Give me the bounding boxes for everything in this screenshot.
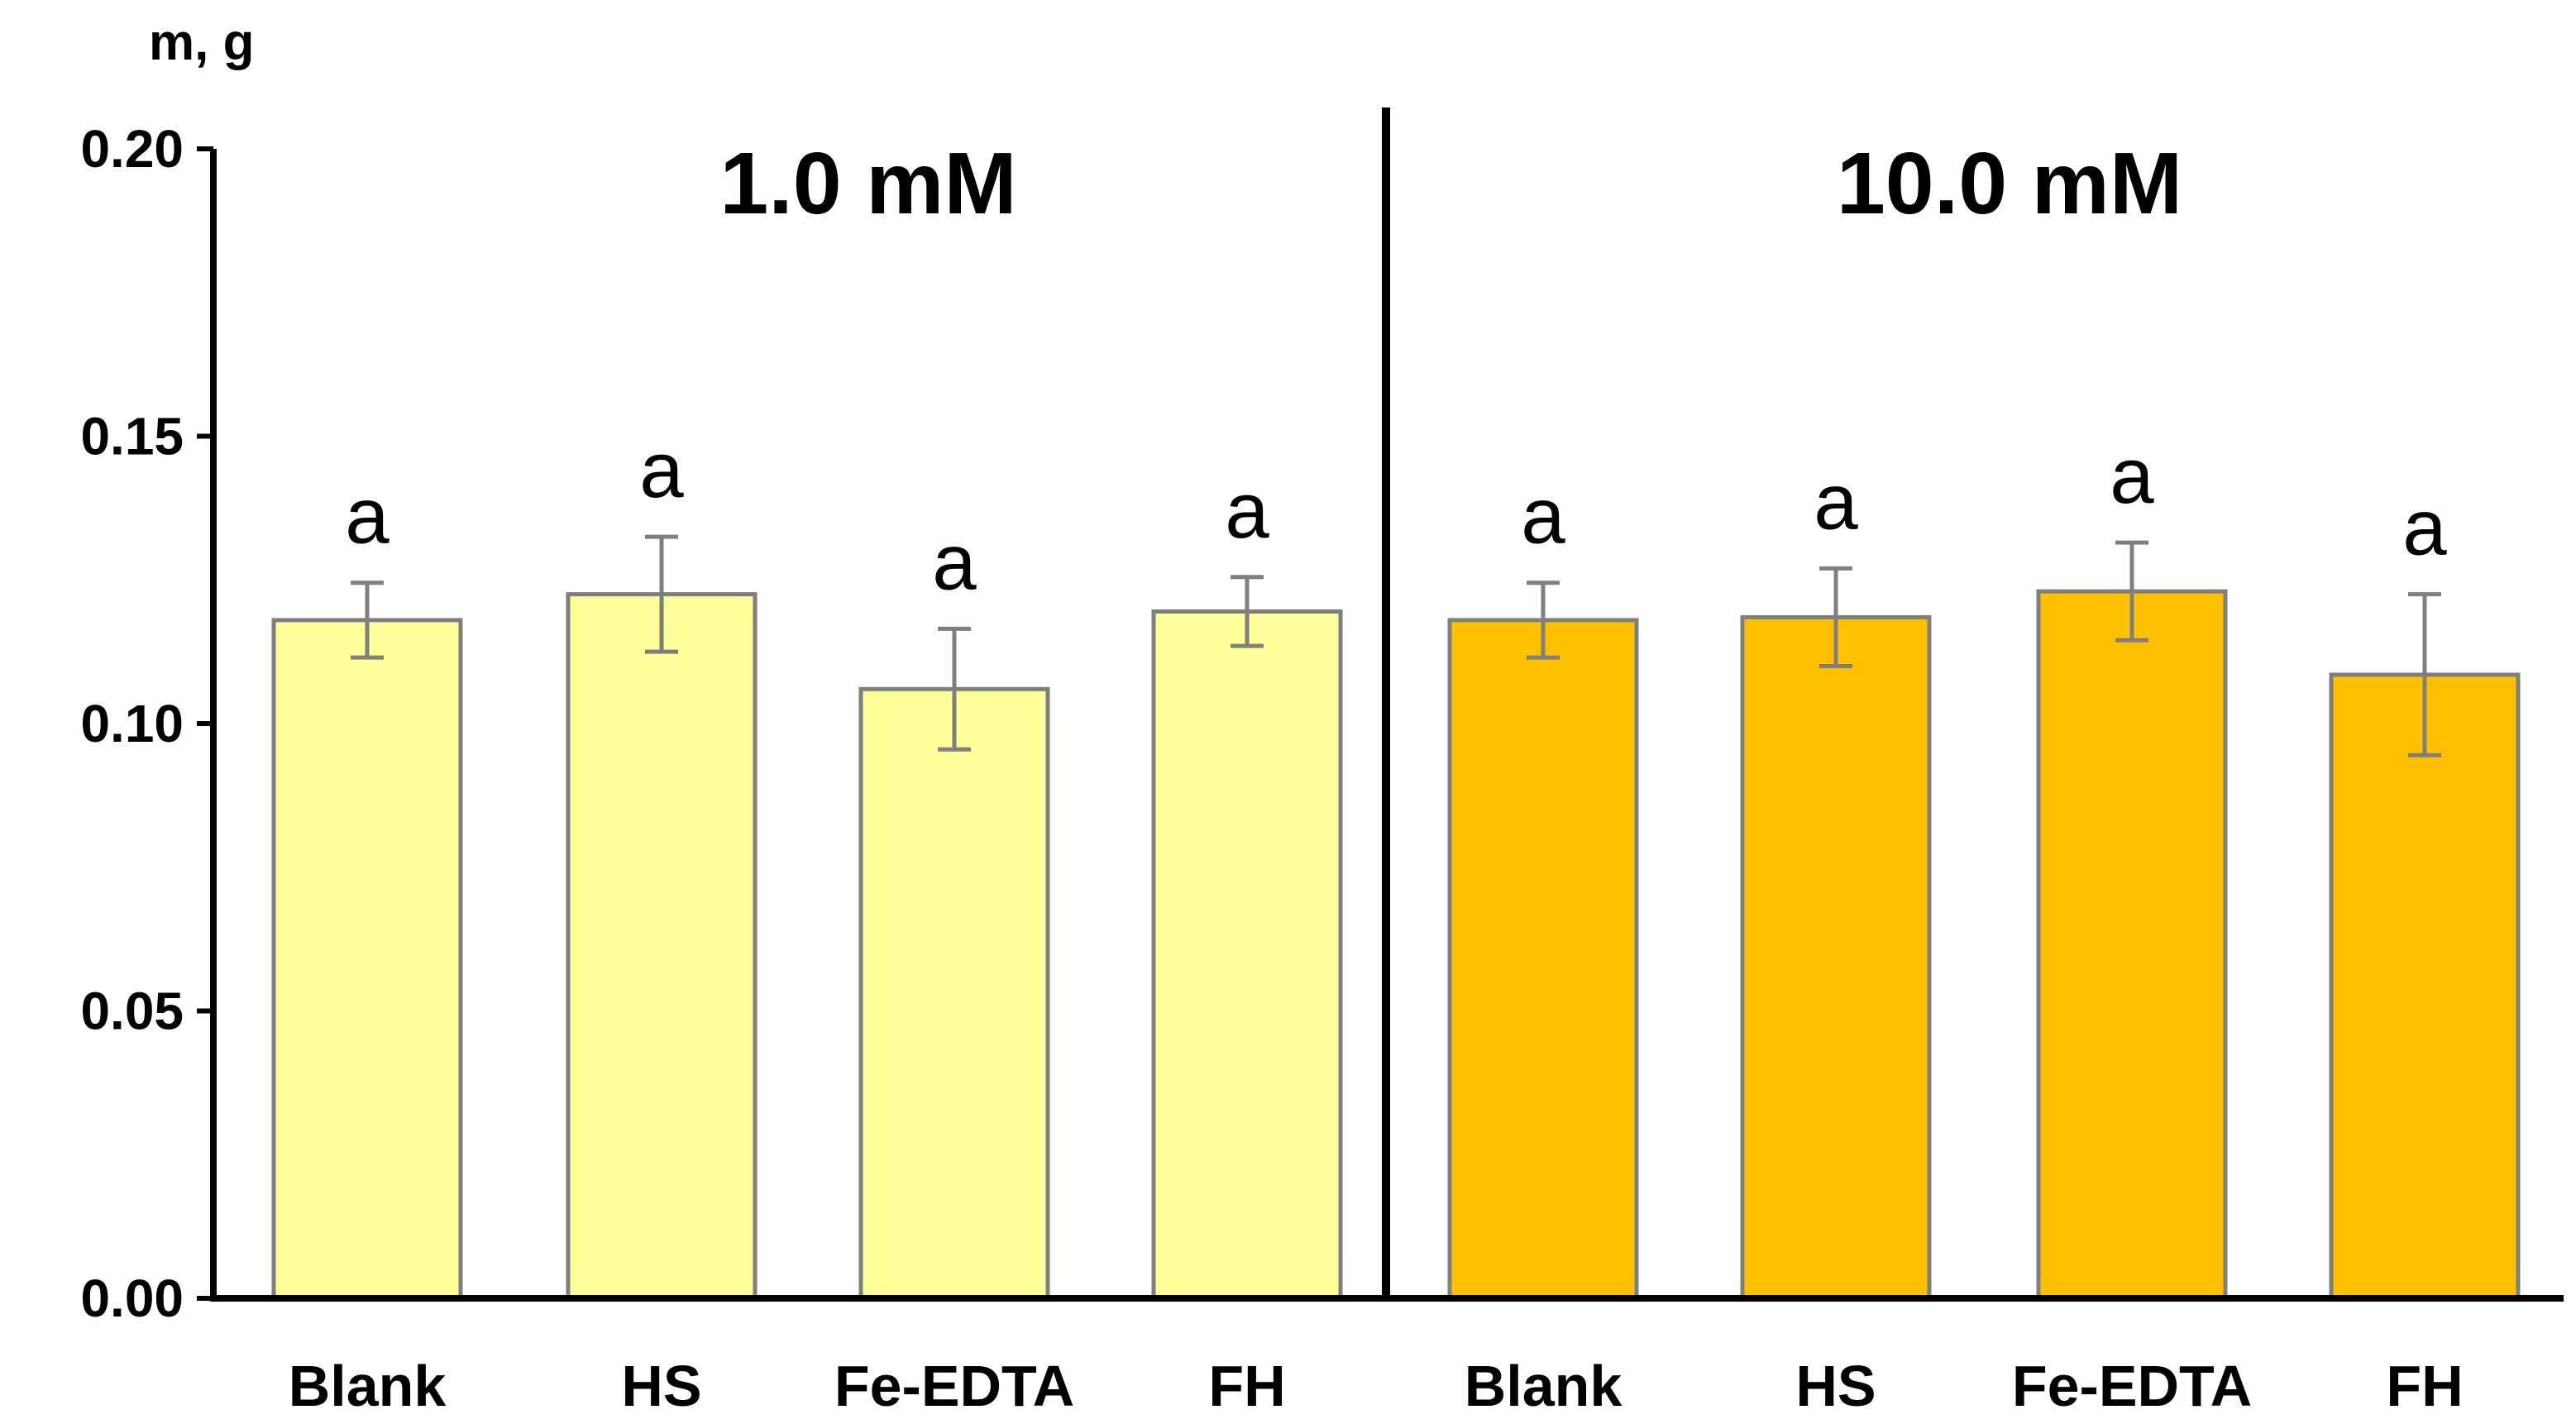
y-tick-label: 0.15 <box>80 407 184 466</box>
y-tick-label: 0.05 <box>80 982 184 1041</box>
labels-layer: 1.0 mM a Blank a HS a Fe-EDTA a FH 10.0 mM a Blank a… <box>289 135 2464 1418</box>
bar-1-hs <box>566 592 758 1301</box>
x-category-label: Blank <box>289 1354 447 1418</box>
x-category-label: FH <box>2386 1354 2463 1418</box>
group-label: 1.0 mM <box>719 135 1016 232</box>
significance-label: a <box>932 518 977 606</box>
x-category-label: Fe-EDTA <box>2012 1354 2252 1418</box>
x-axis <box>210 108 2564 1302</box>
bar-2-fh <box>2329 672 2521 1301</box>
bar-2-hs <box>1740 614 1932 1301</box>
x-category-label: Blank <box>1465 1354 1623 1418</box>
x-category-label: FH <box>1208 1354 1285 1418</box>
x-category-label: HS <box>621 1354 701 1418</box>
bar-1-blank <box>271 618 463 1301</box>
significance-label: a <box>639 426 684 514</box>
bar-1-fh <box>1151 609 1343 1301</box>
y-axis: 0.00 0.05 0.10 0.15 0.20 <box>80 119 217 1328</box>
y-tick-label: 0.20 <box>80 119 184 179</box>
significance-label: a <box>345 472 390 561</box>
bar-2-fe-edta <box>2036 589 2228 1301</box>
significance-label: a <box>1814 457 1858 546</box>
y-axis-unit-label: m, g <box>149 14 254 71</box>
y-tick-label: 0.00 <box>80 1269 184 1328</box>
x-category-label: HS <box>1795 1354 1876 1418</box>
significance-label: a <box>2110 432 2154 520</box>
bars-layer <box>271 534 2521 1301</box>
x-category-label: Fe-EDTA <box>834 1354 1074 1418</box>
significance-label: a <box>1225 466 1269 555</box>
bar-2-blank <box>1447 618 1639 1301</box>
group-label: 10.0 mM <box>1837 135 2182 232</box>
significance-label: a <box>1521 472 1565 561</box>
y-tick-label: 0.10 <box>80 694 184 753</box>
bar-1-fe-edta <box>858 686 1050 1301</box>
significance-label: a <box>2402 484 2447 572</box>
